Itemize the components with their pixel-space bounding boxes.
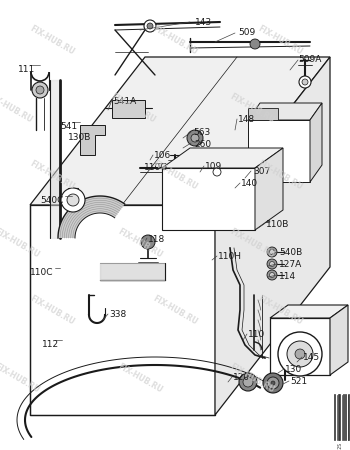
Circle shape [191, 134, 199, 142]
Text: 260: 260 [194, 140, 211, 149]
Circle shape [267, 247, 277, 257]
Text: 521: 521 [290, 377, 307, 386]
Polygon shape [30, 57, 330, 205]
Text: 127A: 127A [279, 260, 302, 269]
Text: 563: 563 [193, 128, 210, 137]
Text: FIX-HUB.RU: FIX-HUB.RU [0, 362, 41, 394]
Circle shape [67, 194, 79, 206]
Text: FIX-HUB.RU: FIX-HUB.RU [29, 294, 76, 327]
Text: FIX-HUB.RU: FIX-HUB.RU [228, 92, 276, 124]
Text: 540C: 540C [40, 196, 63, 205]
Text: FIX-HUB.RU: FIX-HUB.RU [0, 92, 34, 124]
Text: 111: 111 [18, 65, 35, 74]
Text: 120: 120 [233, 373, 250, 382]
Circle shape [187, 130, 203, 146]
Circle shape [263, 373, 283, 393]
Circle shape [267, 377, 279, 389]
Text: FIX-HUB.RU: FIX-HUB.RU [116, 362, 164, 394]
Circle shape [243, 377, 253, 387]
Text: 509A: 509A [298, 55, 321, 64]
Text: 110C: 110C [30, 268, 54, 277]
Polygon shape [248, 103, 322, 120]
Text: 541A: 541A [113, 97, 136, 106]
Polygon shape [248, 108, 278, 120]
Circle shape [267, 259, 277, 269]
Text: FIX-HUB.RU: FIX-HUB.RU [29, 159, 76, 192]
Circle shape [147, 23, 153, 29]
Circle shape [270, 249, 274, 255]
Polygon shape [330, 305, 348, 375]
Circle shape [141, 235, 155, 249]
Text: 130: 130 [285, 365, 302, 374]
Text: FIX-HUB.RU: FIX-HUB.RU [116, 227, 164, 259]
Polygon shape [270, 305, 348, 318]
Text: 110: 110 [248, 330, 265, 339]
Text: 509: 509 [238, 28, 255, 37]
Circle shape [287, 341, 313, 367]
Circle shape [267, 270, 277, 280]
Polygon shape [162, 168, 255, 230]
Text: 145: 145 [303, 353, 320, 362]
Text: 110G: 110G [144, 163, 168, 172]
Text: FIX-HUB.RU: FIX-HUB.RU [151, 294, 199, 327]
Text: 110B: 110B [266, 220, 289, 229]
Circle shape [61, 188, 85, 212]
Text: FIX-HUB.RU: FIX-HUB.RU [29, 24, 76, 57]
Polygon shape [248, 120, 310, 182]
Text: FIX-HUB.RU: FIX-HUB.RU [0, 227, 41, 259]
Polygon shape [255, 148, 283, 230]
Text: 140: 140 [241, 179, 258, 188]
Text: 307: 307 [253, 167, 270, 176]
Circle shape [36, 86, 44, 94]
Polygon shape [310, 103, 322, 182]
Circle shape [32, 82, 48, 98]
Circle shape [299, 76, 311, 88]
Text: 118: 118 [148, 235, 165, 244]
Text: 338: 338 [109, 310, 126, 319]
Text: FIX-HUB.RU: FIX-HUB.RU [228, 227, 276, 259]
Text: 109: 109 [205, 162, 222, 171]
Polygon shape [112, 100, 145, 118]
Polygon shape [162, 148, 283, 168]
Text: FIX-HUB.RU: FIX-HUB.RU [228, 362, 276, 394]
Polygon shape [58, 196, 125, 238]
Text: FIX-HUB.RU: FIX-HUB.RU [151, 159, 199, 192]
Text: FIX-HUB.RU: FIX-HUB.RU [256, 159, 304, 192]
Text: 114: 114 [279, 272, 296, 281]
Circle shape [270, 273, 274, 278]
Text: FIX-HUB.RU: FIX-HUB.RU [256, 294, 304, 327]
Text: 106: 106 [154, 151, 171, 160]
Circle shape [278, 332, 322, 376]
Text: 130B: 130B [68, 133, 91, 142]
Text: FIX-HUB.RU: FIX-HUB.RU [151, 24, 199, 57]
Text: 112: 112 [42, 340, 59, 349]
Polygon shape [80, 125, 105, 155]
Text: 541: 541 [60, 122, 77, 131]
Text: 110H: 110H [218, 252, 242, 261]
Circle shape [270, 261, 274, 266]
Text: RHG4872S: RHG4872S [338, 442, 343, 450]
Polygon shape [270, 318, 330, 375]
Text: FIX-HUB.RU: FIX-HUB.RU [109, 92, 157, 124]
Circle shape [213, 168, 221, 176]
Polygon shape [215, 57, 330, 415]
Polygon shape [30, 205, 215, 415]
Text: 148: 148 [238, 115, 255, 124]
Circle shape [295, 349, 305, 359]
Text: 143: 143 [195, 18, 212, 27]
Circle shape [144, 20, 156, 32]
Circle shape [302, 79, 308, 85]
Circle shape [250, 39, 260, 49]
Text: FIX-HUB.RU: FIX-HUB.RU [256, 24, 304, 57]
Text: 540B: 540B [279, 248, 302, 257]
Circle shape [271, 381, 275, 385]
Circle shape [239, 373, 257, 391]
